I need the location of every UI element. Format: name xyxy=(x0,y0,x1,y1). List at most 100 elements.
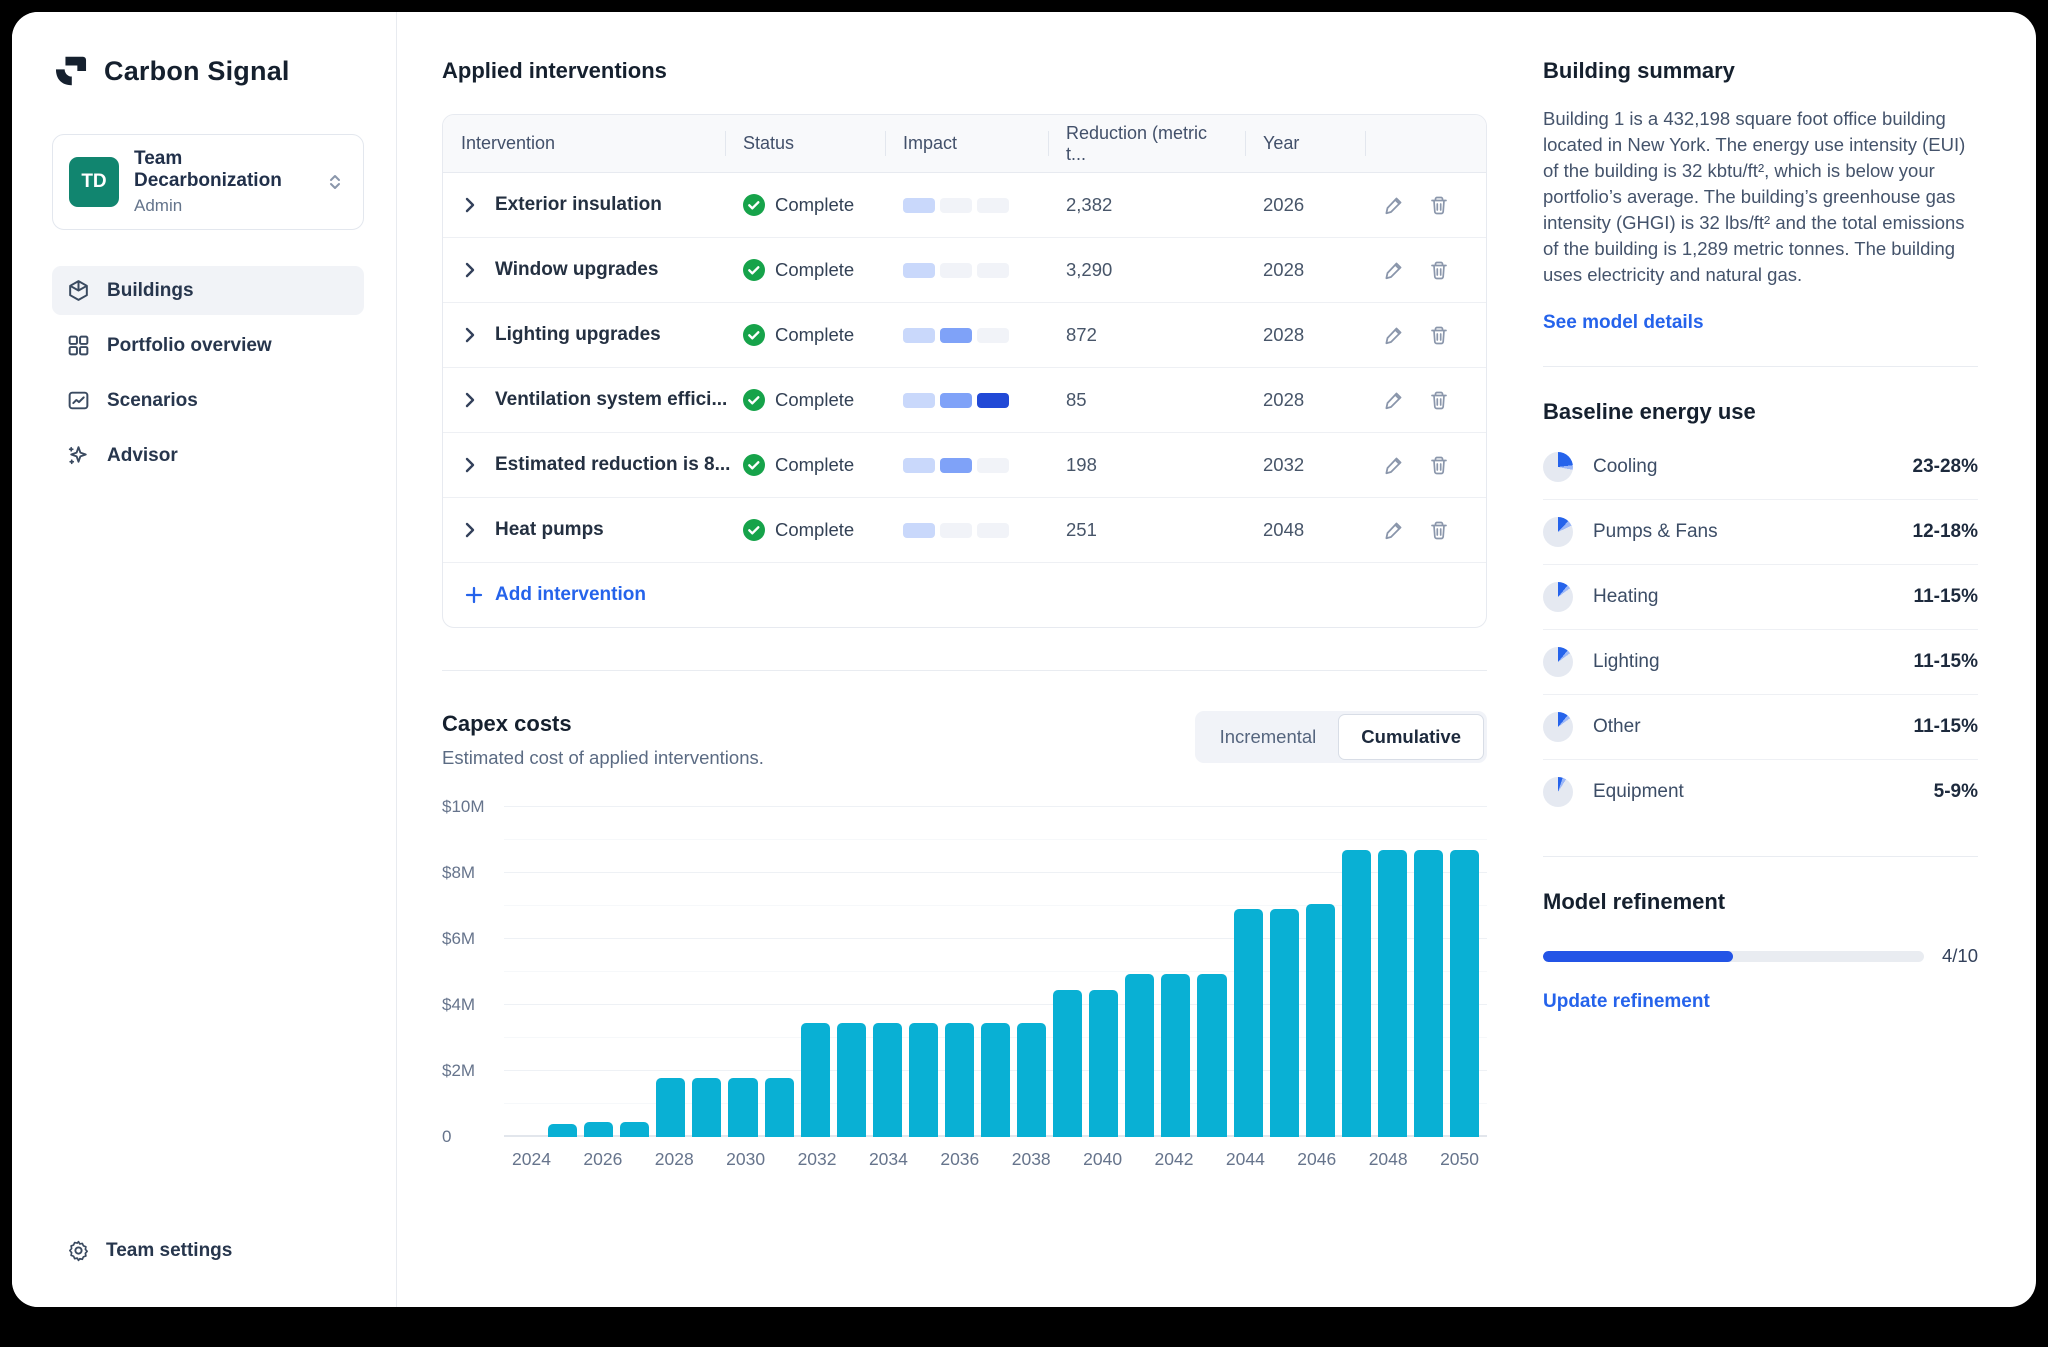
y-axis-labels: $10M $8M $6M $4M $2M 0 xyxy=(442,797,498,1146)
capex-view-toggle: Incremental Cumulative xyxy=(1194,711,1487,763)
column-header-reduction[interactable]: Reduction (metric t... xyxy=(1048,115,1245,172)
pencil-icon xyxy=(1385,262,1402,279)
baseline-value: 23-28% xyxy=(1912,456,1979,477)
intervention-name: Window upgrades xyxy=(495,259,659,280)
sidebar-nav: Buildings Portfolio overview Scenarios A… xyxy=(52,266,364,480)
table-row: Ventilation system effici... Complete 85… xyxy=(443,368,1486,433)
intervention-name: Exterior insulation xyxy=(495,194,662,215)
table-row: Exterior insulation Complete 2,382 2026 xyxy=(443,173,1486,238)
sidebar-item-portfolio-overview[interactable]: Portfolio overview xyxy=(52,321,364,370)
x-tick-label xyxy=(986,1149,1004,1170)
expand-row-button[interactable] xyxy=(461,521,479,539)
impact-segment xyxy=(977,522,1009,538)
x-tick-label: 2026 xyxy=(583,1149,623,1169)
x-tick-label: 2046 xyxy=(1297,1149,1337,1169)
intervention-name: Estimated reduction is 8... xyxy=(495,454,731,475)
column-header-impact[interactable]: Impact xyxy=(885,115,1048,172)
sidebar-item-advisor[interactable]: Advisor xyxy=(52,431,364,480)
bar-2040 xyxy=(1089,990,1119,1137)
expand-row-button[interactable] xyxy=(461,456,479,474)
capex-chart: $10M $8M $6M $4M $2M 0 2024 2026 2028 2030 2032 20… xyxy=(442,797,1487,1202)
intervention-name: Lighting upgrades xyxy=(495,324,661,345)
column-header-intervention[interactable]: Intervention xyxy=(461,133,556,153)
year-value: 2028 xyxy=(1263,259,1305,280)
impact-meter xyxy=(903,327,1009,343)
y-tick-label: $8M xyxy=(442,863,476,882)
refinement-progress-label: 4/10 xyxy=(1941,945,1978,966)
y-tick-label: $2M xyxy=(442,1061,476,1080)
add-intervention-row: Add intervention xyxy=(443,563,1486,627)
expand-row-button[interactable] xyxy=(461,261,479,279)
expand-row-button[interactable] xyxy=(461,326,479,344)
main-column: Applied interventions Intervention Statu… xyxy=(442,58,1487,1267)
right-panel: Building summary Building 1 is a 432,198… xyxy=(1543,58,1978,1267)
impact-segment xyxy=(940,522,972,538)
bar-2025 xyxy=(548,1123,578,1137)
bar-2037 xyxy=(981,1023,1011,1137)
table-row: Lighting upgrades Complete 872 2028 xyxy=(443,303,1486,368)
edit-button[interactable] xyxy=(1383,194,1406,217)
pencil-icon xyxy=(1385,327,1402,344)
pie-icon xyxy=(1543,647,1573,677)
update-refinement-link[interactable]: Update refinement xyxy=(1543,991,1710,1012)
gear-icon xyxy=(68,1240,89,1262)
toggle-incremental[interactable]: Incremental xyxy=(1219,726,1317,747)
capex-bar-plot xyxy=(504,806,1487,1137)
edit-button[interactable] xyxy=(1383,324,1406,347)
edit-button[interactable] xyxy=(1383,259,1406,282)
baseline-energy-list: Cooling 23-28% Pumps & Fans 12-18% Heati… xyxy=(1543,435,1978,824)
baseline-value: 11-15% xyxy=(1913,586,1978,607)
toggle-cumulative[interactable]: Cumulative xyxy=(1338,714,1484,760)
trash-icon xyxy=(1431,326,1447,344)
bar-2029 xyxy=(692,1077,722,1137)
edit-button[interactable] xyxy=(1383,454,1406,477)
baseline-item: Other 11-15% xyxy=(1543,695,1978,760)
interventions-table: Intervention Status Impact Reduction (me… xyxy=(442,114,1487,628)
table-row: Estimated reduction is 8... Complete 198… xyxy=(443,433,1486,498)
delete-button[interactable] xyxy=(1428,454,1451,477)
see-model-details-link[interactable]: See model details xyxy=(1543,312,1704,333)
y-tick-label: 0 xyxy=(442,1127,452,1146)
baseline-label: Pumps & Fans xyxy=(1593,521,1718,542)
x-tick-label: 2032 xyxy=(797,1149,837,1169)
app-logo: Carbon Signal xyxy=(52,52,364,90)
x-tick-label: 2030 xyxy=(726,1149,766,1169)
impact-meter xyxy=(903,392,1009,408)
delete-button[interactable] xyxy=(1428,194,1451,217)
column-header-year[interactable]: Year xyxy=(1245,115,1365,172)
delete-button[interactable] xyxy=(1428,389,1451,412)
reduction-value: 872 xyxy=(1066,324,1097,345)
status-label: Complete xyxy=(775,519,855,540)
add-intervention-button[interactable]: Add intervention xyxy=(463,584,646,606)
delete-button[interactable] xyxy=(1428,519,1451,542)
status-label: Complete xyxy=(775,389,855,410)
impact-segment xyxy=(903,392,935,408)
building-summary-text: Building 1 is a 432,198 square foot offi… xyxy=(1543,108,1966,285)
bar-2028 xyxy=(656,1077,686,1137)
column-header-status[interactable]: Status xyxy=(725,115,885,172)
sidebar-item-scenarios[interactable]: Scenarios xyxy=(52,376,364,425)
team-switcher[interactable]: TD Team Decarbonization Admin xyxy=(52,134,364,230)
reduction-value: 85 xyxy=(1066,389,1087,410)
sidebar: Carbon Signal TD Team Decarbonization Ad… xyxy=(12,12,397,1307)
baseline-value: 11-15% xyxy=(1913,716,1978,737)
delete-button[interactable] xyxy=(1428,259,1451,282)
expand-row-button[interactable] xyxy=(461,391,479,409)
pencil-icon xyxy=(1385,197,1402,214)
baseline-label: Lighting xyxy=(1593,651,1660,672)
x-tick-label xyxy=(1129,1149,1147,1170)
gridline xyxy=(504,971,1487,972)
x-tick-label: 2048 xyxy=(1368,1149,1408,1169)
baseline-value: 11-15% xyxy=(1913,651,1978,672)
x-tick-label xyxy=(772,1149,790,1170)
delete-button[interactable] xyxy=(1428,324,1451,347)
expand-row-button[interactable] xyxy=(461,196,479,214)
baseline-item: Lighting 11-15% xyxy=(1543,630,1978,695)
team-settings-button[interactable]: Team settings xyxy=(52,1228,364,1273)
year-value: 2048 xyxy=(1263,519,1305,540)
edit-button[interactable] xyxy=(1383,519,1406,542)
edit-button[interactable] xyxy=(1383,389,1406,412)
baseline-energy-title: Baseline energy use xyxy=(1543,399,1756,424)
sidebar-item-buildings[interactable]: Buildings xyxy=(52,266,364,315)
model-refinement-title: Model refinement xyxy=(1543,889,1726,914)
